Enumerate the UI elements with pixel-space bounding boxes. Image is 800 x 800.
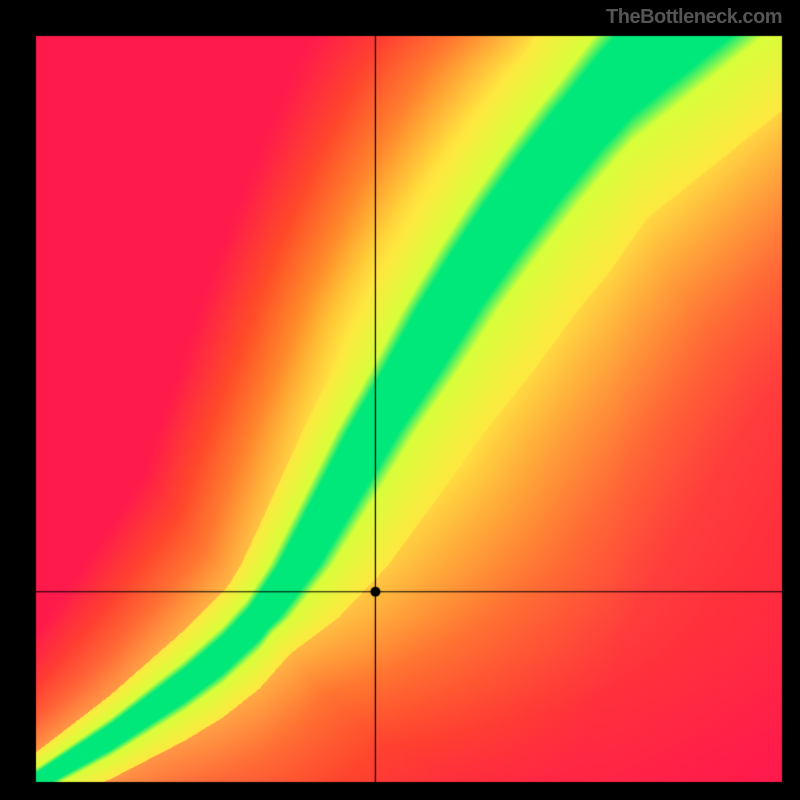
attribution-text: TheBottleneck.com: [606, 6, 782, 29]
heatmap-canvas: [0, 0, 800, 800]
chart-container: TheBottleneck.com: [0, 0, 800, 800]
